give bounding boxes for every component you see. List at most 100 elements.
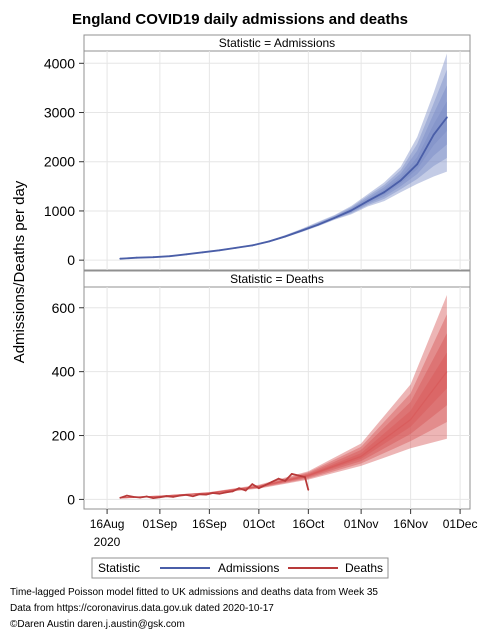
series-line-1: [120, 472, 310, 500]
panel-admissions-frame: [83, 50, 471, 271]
data-point-1-14: [211, 492, 214, 494]
y-tick-label-1-0: 0: [67, 491, 75, 507]
data-point-1-23: [271, 480, 273, 483]
panel-admissions: Statistic = Admissions 0 1000 2000 3000 4000: [44, 34, 471, 271]
data-point-0-14: [350, 209, 353, 212]
data-point-1-21: [258, 487, 260, 490]
footnote-1: Time-lagged Poisson model fitted to UK a…: [10, 587, 378, 598]
data-point-1-19: [244, 489, 247, 492]
data-point-1-3: [139, 496, 142, 499]
y-tick-label-0-0: 0: [67, 252, 75, 268]
data-point-1-1: [126, 494, 128, 497]
data-point-0-6: [218, 249, 221, 252]
data-point-0-19: [432, 133, 435, 136]
panel-admissions-label: Statistic = Admissions: [219, 36, 335, 50]
data-point-1-12: [198, 493, 201, 496]
admissions-y-ticks: 0 1000 2000 3000 4000: [44, 55, 84, 268]
x-tick-label-4: 16Oct: [292, 517, 325, 531]
data-point-0-0: [119, 257, 122, 260]
x-tick-label-1: 01Sep: [143, 517, 178, 531]
deaths-y-ticks: 0 200 400 600: [52, 300, 84, 507]
data-point-0-12: [317, 223, 320, 226]
x-tick-label-2: 16Sep: [192, 517, 227, 531]
data-point-1-9: [178, 494, 181, 497]
x-tick-label-0: 16Aug: [90, 517, 125, 531]
data-point-0-10: [284, 235, 287, 238]
data-point-0-15: [366, 200, 369, 203]
x-tick-label-3: 01Oct: [243, 517, 276, 531]
x-axis-year: 2020: [94, 535, 121, 549]
data-point-1-8: [172, 496, 175, 498]
data-point-0-9: [267, 240, 270, 243]
data-point-1-27: [297, 474, 300, 477]
band-layer-1-0: [120, 295, 447, 499]
data-point-1-13: [205, 493, 208, 496]
data-point-0-16: [383, 191, 386, 194]
band-layer-1-2: [120, 333, 447, 499]
admissions-band: [120, 53, 447, 260]
y-tick-label-0-1: 1000: [44, 203, 75, 219]
y-axis-label: Admissions/Deaths per day: [11, 180, 28, 363]
data-point-1-5: [152, 497, 155, 499]
panel-deaths-label: Statistic = Deaths: [230, 272, 324, 286]
data-point-0-11: [300, 229, 303, 232]
data-point-0-3: [168, 255, 171, 258]
legend-label-deaths: Deaths: [345, 561, 383, 575]
data-point-0-13: [333, 216, 336, 219]
data-point-1-7: [165, 495, 168, 498]
data-point-1-26: [290, 473, 293, 475]
data-point-1-10: [185, 494, 188, 496]
legend-title: Statistic: [98, 561, 140, 575]
data-point-0-2: [152, 256, 155, 259]
data-point-0-8: [251, 244, 254, 247]
y-tick-label-0-4: 4000: [44, 55, 75, 71]
y-tick-label-1-1: 200: [52, 428, 76, 444]
data-point-0-18: [416, 163, 419, 166]
data-point-1-20: [251, 483, 254, 485]
y-tick-label-1-2: 400: [52, 364, 76, 380]
x-tick-label-7: 01Dec: [443, 517, 478, 531]
panel-deaths: Statistic = Deaths 0 200 400 600: [52, 270, 471, 510]
data-point-0-5: [201, 251, 204, 254]
data-point-1-18: [238, 487, 241, 490]
footnote-3: ©Daren Austin daren.j.austin@gsk.com: [10, 619, 185, 630]
data-point-0-1: [135, 256, 138, 259]
chart-title: England COVID19 daily admissions and dea…: [72, 11, 408, 28]
data-point-1-15: [218, 492, 221, 495]
admissions-line-group: [119, 116, 448, 260]
footnote-2: Data from https://coronavirus.data.gov.u…: [10, 603, 274, 614]
y-tick-label-0-2: 2000: [44, 154, 75, 170]
panel-deaths-frame: [83, 286, 471, 510]
band-layer-0-0: [120, 53, 447, 260]
data-point-1-2: [132, 496, 135, 498]
band-layer-0-3: [120, 101, 447, 259]
data-point-1-17: [231, 490, 234, 493]
data-point-0-7: [234, 247, 237, 249]
data-point-1-16: [225, 491, 227, 494]
y-tick-label-1-3: 600: [52, 300, 76, 316]
data-point-1-6: [159, 496, 161, 499]
x-tick-label-5: 01Nov: [344, 517, 379, 531]
legend-frame: [91, 557, 389, 579]
data-point-1-25: [284, 480, 287, 482]
data-point-1-4: [145, 495, 148, 498]
data-point-1-0: [119, 496, 122, 499]
data-point-1-24: [277, 477, 280, 480]
data-point-1-28: [304, 476, 306, 478]
data-point-0-17: [399, 179, 402, 182]
data-point-0-20: [446, 116, 448, 119]
data-point-1-22: [264, 484, 267, 486]
x-axis-ticks: 16Aug 01Sep 16Sep 01Oct 16Oct 01Nov 16Nov 01Dec: [90, 509, 478, 531]
deaths-line-group: [119, 371, 448, 500]
admissions-gridlines: [84, 51, 470, 270]
legend-label-admissions: Admissions: [218, 561, 279, 575]
data-point-0-4: [185, 253, 188, 256]
legend: Statistic Admissions Deaths: [91, 557, 389, 579]
y-tick-label-0-3: 3000: [44, 105, 75, 121]
band-layer-1-3: [120, 352, 447, 498]
data-point-1-29: [307, 488, 310, 491]
deaths-band: [120, 295, 447, 499]
data-point-1-11: [192, 495, 194, 498]
x-tick-label-6: 16Nov: [393, 517, 428, 531]
